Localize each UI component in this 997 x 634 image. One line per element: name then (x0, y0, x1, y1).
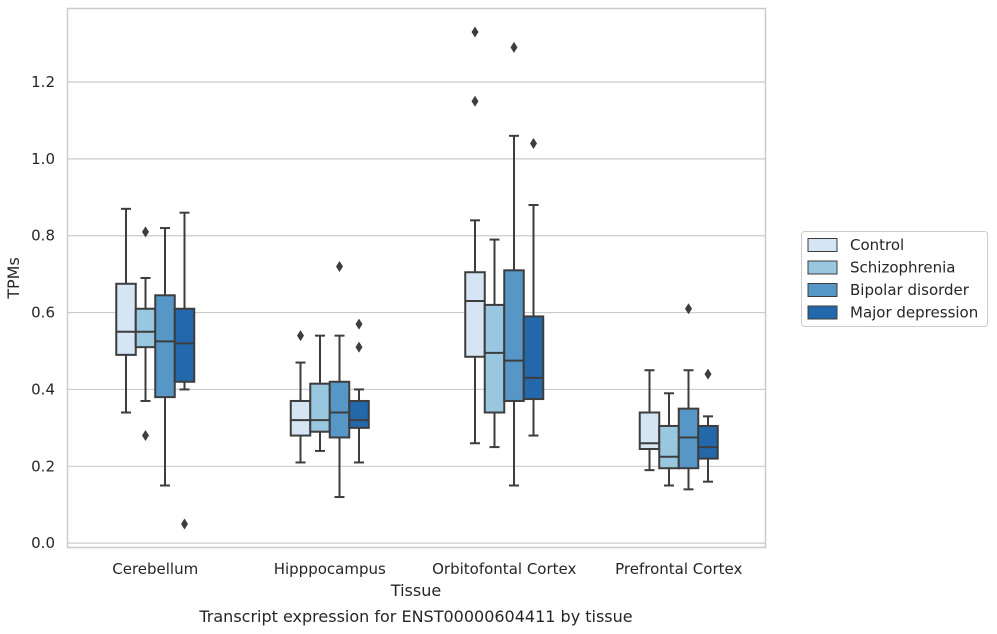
x-tick-label: Prefrontal Cortex (615, 560, 742, 578)
box-body (483, 303, 506, 414)
box (289, 330, 312, 464)
box-body (348, 399, 370, 429)
outlier-point (297, 330, 304, 342)
box-series (115, 26, 719, 530)
box-body (289, 399, 312, 437)
legend-swatch (807, 283, 838, 297)
box (677, 303, 700, 491)
box (697, 368, 719, 483)
x-tick-label: Hipppocampus (274, 560, 386, 578)
outlier-point (510, 41, 518, 53)
legend-label: Major depression (850, 304, 978, 322)
y-tick-label: 0.2 (31, 457, 55, 475)
outlier-point (530, 138, 537, 149)
legend-label: Bipolar disorder (850, 281, 970, 299)
outlier-point (355, 318, 363, 330)
outlier-point (181, 518, 188, 530)
x-tick-label: Cerebellum (112, 560, 198, 578)
box-body (464, 271, 486, 358)
box (348, 318, 370, 464)
box-body (328, 380, 351, 439)
legend-swatch (807, 238, 838, 252)
y-axis-label: TPMs (4, 257, 23, 300)
box-body (658, 424, 680, 470)
box-body (697, 424, 719, 460)
box-body (522, 315, 545, 401)
outlier-point (142, 226, 149, 238)
box (503, 41, 525, 487)
y-tick-label: 1.2 (31, 73, 55, 91)
x-axis-label: Tissue (390, 581, 441, 600)
y-axis-ticks: 0.0 0.2 0.4 0.6 0.8 1.0 1.2 (31, 73, 55, 552)
box (173, 211, 196, 530)
outlier-point (685, 303, 692, 315)
box (483, 238, 506, 449)
legend-label: Control (850, 236, 904, 254)
x-tick-label: Orbitofontal Cortex (432, 560, 576, 578)
box-body (154, 294, 176, 399)
legend-swatch (807, 305, 838, 320)
outlier-point (471, 95, 479, 107)
y-tick-label: 1.0 (31, 150, 55, 168)
plot-frame (66, 7, 767, 549)
y-tick-label: 0.0 (31, 534, 55, 552)
chart-caption: Transcript expression for ENST0000060441… (198, 607, 632, 626)
series-major-depression (173, 138, 719, 530)
outlier-point (704, 368, 712, 380)
y-tick-label: 0.6 (31, 304, 55, 322)
box (115, 207, 137, 414)
box-body (115, 282, 137, 356)
y-tick-label: 0.8 (31, 227, 55, 245)
outlier-point (355, 341, 363, 353)
outlier-point (336, 260, 343, 272)
x-axis-ticks: Cerebellum Hipppocampus Orbitofontal Corte… (112, 560, 742, 578)
outlier-point (142, 430, 149, 442)
box (658, 392, 680, 487)
box-body (134, 307, 157, 349)
series-bipolar-disorder (154, 41, 700, 499)
legend-swatch (807, 260, 838, 275)
legend: Control Schizophrenia Bipolar disorder Majo… (801, 231, 988, 327)
box-body (503, 269, 525, 402)
box (522, 138, 545, 437)
series-control (115, 26, 661, 472)
box-body (309, 382, 331, 433)
box-body (173, 307, 196, 383)
y-tick-label: 0.4 (31, 380, 55, 398)
outlier-point (471, 26, 479, 38)
legend-frame (801, 231, 988, 327)
box (328, 260, 351, 499)
legend-label: Schizophrenia (850, 259, 955, 277)
